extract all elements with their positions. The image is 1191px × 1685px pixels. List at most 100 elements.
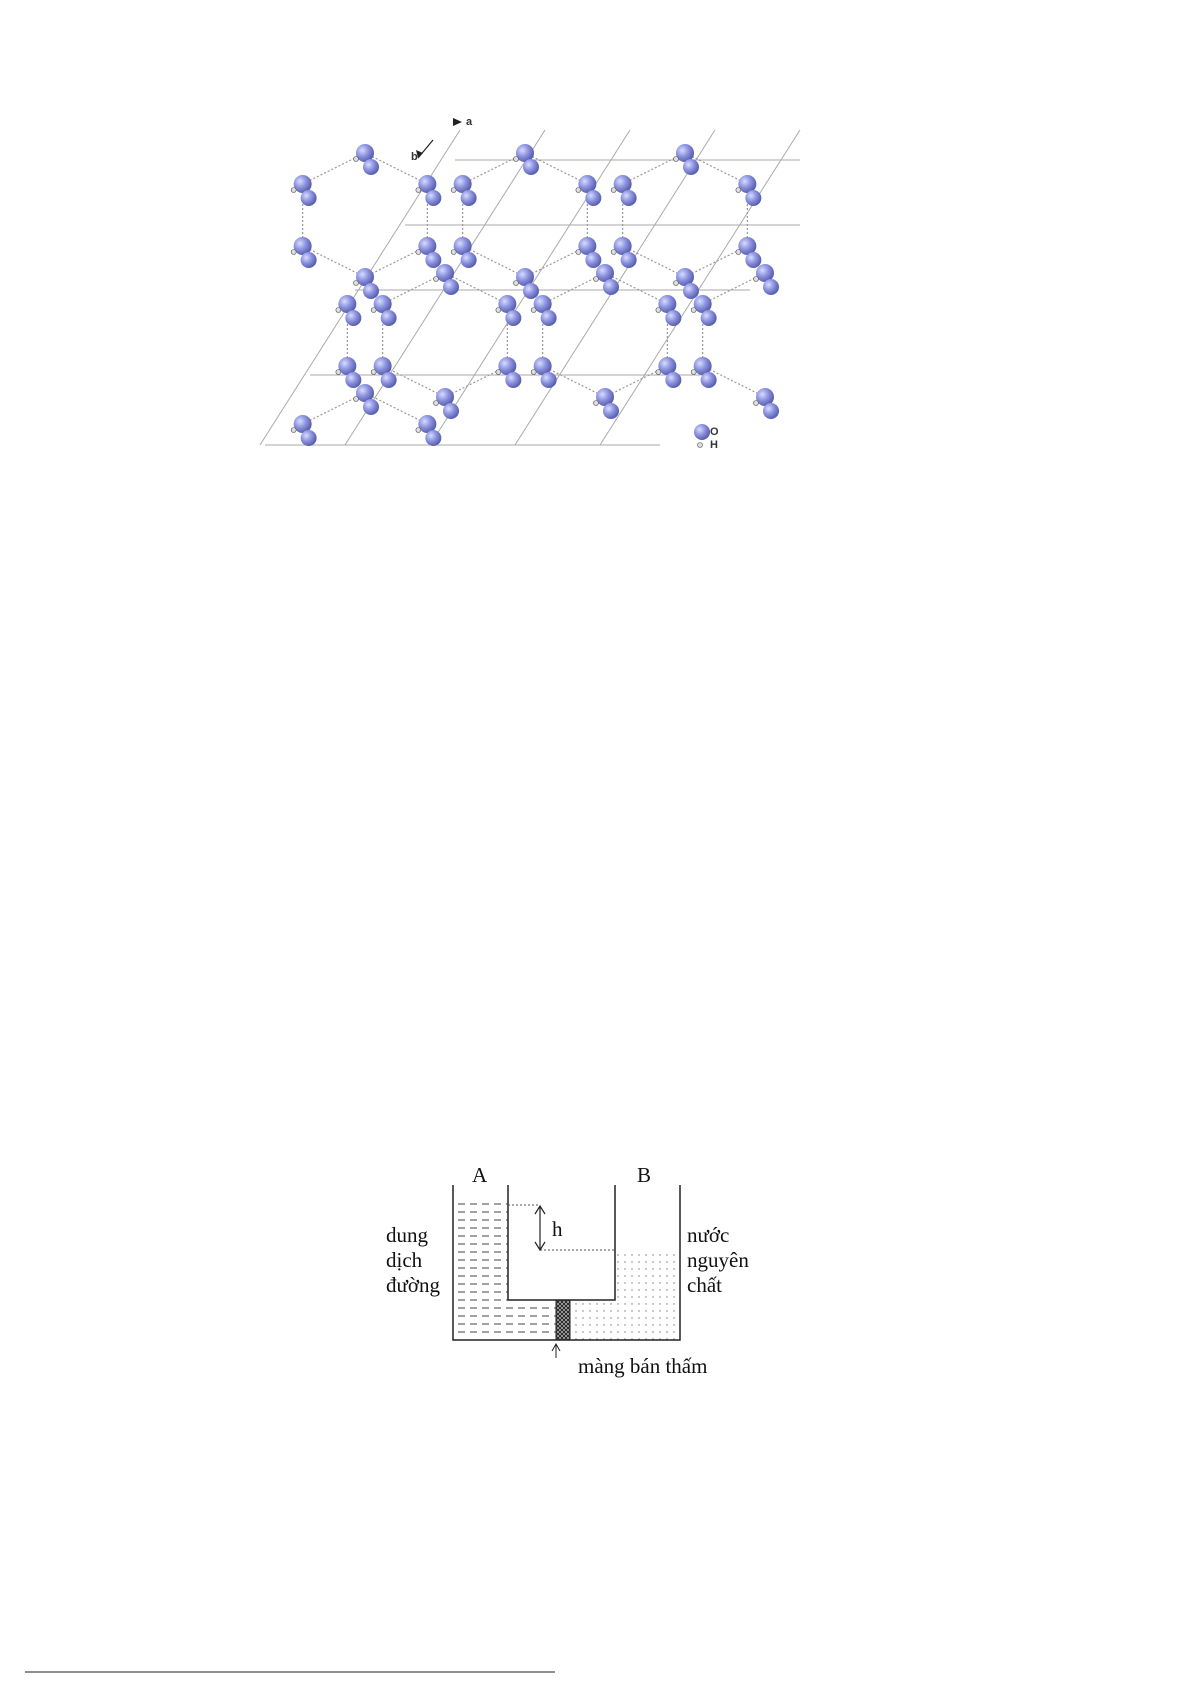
hydrogen-atom	[753, 276, 759, 282]
ice-structure-figure: b a O H	[259, 116, 801, 451]
hydrogen-atom	[290, 249, 297, 255]
oxygen-atom	[756, 264, 774, 282]
sugar-solution-bottom	[453, 1300, 556, 1340]
oxygen-atom	[540, 310, 557, 326]
oxygen-atom	[345, 310, 362, 326]
hydrogen-atom	[610, 249, 617, 255]
oxygen-atom	[738, 237, 757, 255]
oxygen-atom	[523, 283, 539, 299]
hydrogen-legend-symbol	[697, 442, 703, 448]
oxygen-atom	[523, 159, 539, 175]
hydrogen-atom	[673, 280, 679, 286]
oxygen-atom	[578, 175, 597, 193]
oxygen-atom	[363, 159, 379, 175]
left-label-line: đường	[386, 1273, 440, 1297]
oxygen-atom	[745, 252, 762, 268]
oxygen-atom	[658, 357, 677, 375]
hydrogen-atom	[593, 276, 599, 282]
oxygen-atom	[603, 403, 619, 419]
oxygen-atom	[613, 175, 632, 193]
oxygen-atom	[356, 268, 374, 286]
a-axis-label: a	[466, 116, 473, 128]
oxygen-atom	[596, 264, 614, 282]
grid-line	[599, 129, 801, 446]
oxygen-atom	[676, 144, 694, 162]
hydrogen-legend-label: H	[710, 439, 718, 451]
oxygen-atom	[380, 310, 397, 326]
oxygen-legend-label: O	[710, 426, 719, 438]
oxygen-atom	[443, 403, 459, 419]
oxygen-atom	[300, 190, 317, 206]
u-tube	[452, 1185, 681, 1341]
oxygen-atom	[436, 264, 454, 282]
oxygen-atom	[498, 295, 517, 313]
hydrogen-atom	[290, 187, 297, 193]
oxygen-atom	[436, 388, 454, 406]
hydrogen-atom	[353, 396, 359, 402]
oxygen-atom	[533, 295, 552, 313]
oxygen-atom	[658, 295, 677, 313]
hydrogen-atom	[370, 307, 377, 313]
hydrogen-atom	[735, 187, 742, 193]
oxygen-atom	[363, 283, 379, 299]
oxygen-atom	[665, 372, 682, 388]
hydrogen-atom	[735, 249, 742, 255]
osmosis-figure: A B h dung dịch đường nước nguyên chất m…	[386, 1163, 749, 1378]
hydrogen-atom	[353, 156, 359, 162]
hydrogen-atom	[335, 369, 342, 375]
hydrogen-atom	[575, 187, 582, 193]
hydrogen-atom	[433, 400, 439, 406]
hydrogen-atom	[495, 307, 502, 313]
oxygen-atom	[380, 372, 397, 388]
oxygen-atom	[443, 279, 459, 295]
level-lines	[508, 1204, 615, 1251]
oxygen-atom	[425, 430, 442, 446]
oxygen-atom	[505, 372, 522, 388]
hydrogen-atom	[655, 369, 662, 375]
hydrogen-atom	[690, 369, 697, 375]
hydrogen-atom	[753, 400, 759, 406]
membrane-pointer	[551, 1342, 561, 1358]
oxygen-atom	[585, 252, 602, 268]
oxygen-atom	[533, 357, 552, 375]
molecules	[290, 144, 779, 446]
oxygen-atom	[460, 190, 477, 206]
hydrogen-atom	[415, 187, 422, 193]
membrane-label: màng bán thấm	[578, 1354, 707, 1378]
oxygen-atom	[700, 310, 717, 326]
right-label-line: chất	[687, 1273, 722, 1297]
hydrogen-atom	[575, 249, 582, 255]
unit-cell-grid	[259, 129, 801, 446]
oxygen-atom	[293, 415, 312, 433]
oxygen-atom	[700, 372, 717, 388]
oxygen-legend-symbol	[694, 424, 710, 440]
tube-label-b: B	[637, 1163, 651, 1187]
hydrogen-atom	[370, 369, 377, 375]
hydrogen-atom	[530, 307, 537, 313]
height-label: h	[552, 1217, 563, 1241]
oxygen-atom	[578, 237, 597, 255]
oxygen-atom	[418, 415, 437, 433]
hydrogen-atom	[530, 369, 537, 375]
hydrogen-atom	[415, 427, 422, 433]
oxygen-atom	[300, 252, 317, 268]
oxygen-atom	[418, 175, 437, 193]
oxygen-atom	[665, 310, 682, 326]
oxygen-atom	[676, 268, 694, 286]
left-label-line: dung	[386, 1223, 429, 1247]
oxygen-atom	[373, 357, 392, 375]
oxygen-atom	[603, 279, 619, 295]
oxygen-atom	[498, 357, 517, 375]
oxygen-atom	[373, 295, 392, 313]
oxygen-atom	[425, 252, 442, 268]
oxygen-atom	[683, 159, 699, 175]
oxygen-atom	[596, 388, 614, 406]
b-axis-label: b	[411, 151, 418, 163]
tube-label-a: A	[472, 1163, 488, 1187]
hydrogen-atom	[415, 249, 422, 255]
oxygen-atom	[425, 190, 442, 206]
oxygen-atom	[505, 310, 522, 326]
oxygen-atom	[693, 357, 712, 375]
